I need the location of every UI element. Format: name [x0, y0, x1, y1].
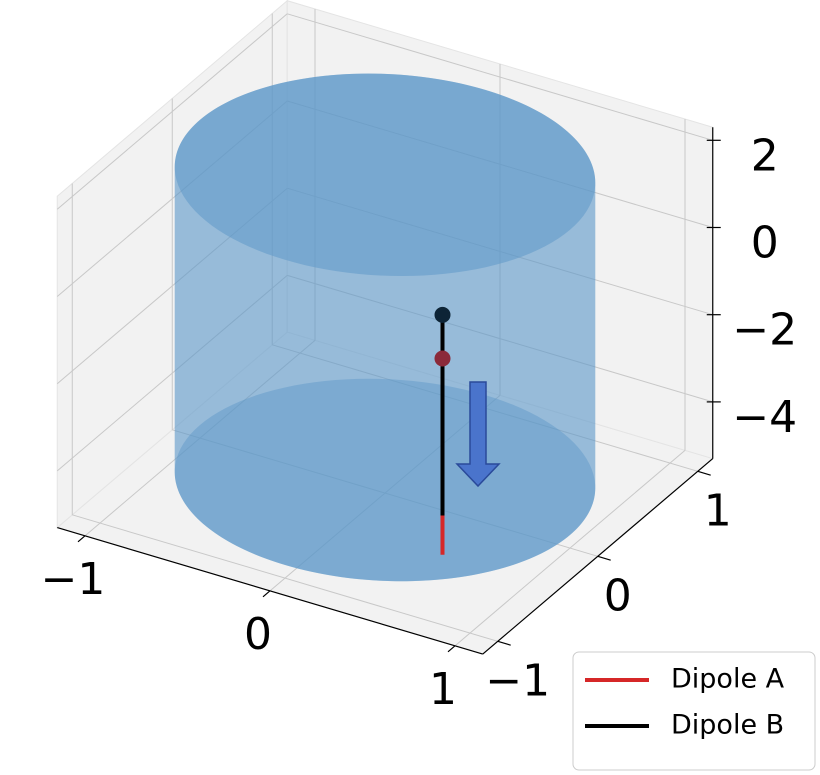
z-tick-label: −2	[732, 305, 797, 356]
cylinder	[174, 73, 596, 582]
x-tick-label: 0	[244, 609, 272, 660]
y-tick-label: 0	[604, 570, 632, 621]
z-tick-label: 2	[751, 130, 779, 181]
z-tick-label: 0	[751, 218, 779, 269]
direction-arrow	[455, 381, 501, 488]
y-tick	[697, 470, 711, 476]
legend-label: Dipole A	[671, 664, 785, 695]
grid-line	[56, 13, 288, 210]
dipole-end	[434, 350, 451, 367]
axes: −101 −101−4−202	[41, 127, 797, 715]
x-tick-label: 1	[429, 664, 457, 715]
grid-line	[72, 514, 498, 642]
grid-line	[287, 13, 713, 141]
y-tick-label: −1	[485, 655, 550, 706]
dipole-end	[434, 306, 451, 323]
x-tick	[77, 535, 86, 543]
z-tick-label: −4	[732, 392, 797, 443]
dipoles	[434, 306, 451, 555]
x-tick	[447, 645, 456, 653]
y-tick	[597, 555, 611, 561]
y-tick	[497, 640, 511, 646]
x-tick-label: −1	[41, 554, 106, 605]
cylinder-top	[174, 73, 596, 277]
y-tick-label: 1	[704, 485, 732, 536]
legend-label: Dipole B	[671, 710, 784, 741]
legend: Dipole A Dipole B	[572, 651, 816, 771]
x-tick	[262, 590, 271, 598]
